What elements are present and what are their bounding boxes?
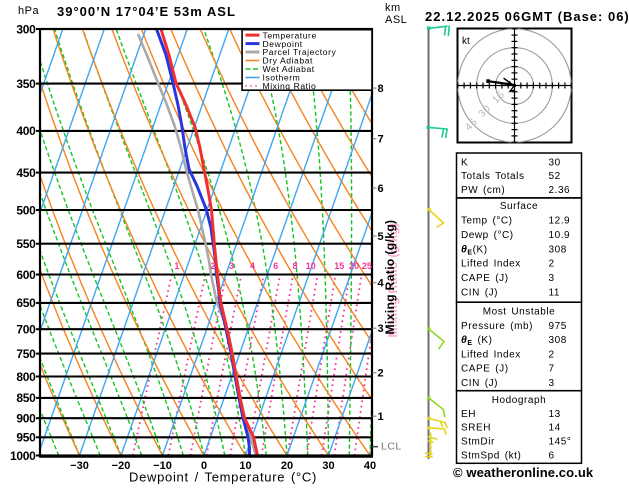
svg-text:Surface: Surface xyxy=(500,201,538,212)
svg-text:Lifted Index: Lifted Index xyxy=(461,349,521,360)
svg-text:CAPE (J): CAPE (J) xyxy=(461,364,509,375)
svg-text:11: 11 xyxy=(549,288,560,299)
svg-text:Temp (°C): Temp (°C) xyxy=(461,216,513,227)
svg-text:Temperature: Temperature xyxy=(263,30,317,40)
svg-text:θE (K): θE (K) xyxy=(461,334,492,347)
svg-text:0: 0 xyxy=(201,460,207,472)
svg-text:145°: 145° xyxy=(549,437,572,448)
svg-text:12.9: 12.9 xyxy=(549,216,571,227)
svg-text:2: 2 xyxy=(549,259,555,270)
svg-text:308: 308 xyxy=(549,335,567,346)
svg-text:ASL: ASL xyxy=(385,14,407,26)
svg-text:StmSpd (kt): StmSpd (kt) xyxy=(461,450,521,461)
svg-text:3: 3 xyxy=(549,378,555,389)
svg-text:350: 350 xyxy=(16,77,36,91)
svg-text:Dewp (°C): Dewp (°C) xyxy=(461,230,514,241)
svg-text:30: 30 xyxy=(549,158,561,169)
svg-text:600: 600 xyxy=(16,268,36,282)
svg-text:Dewpoint: Dewpoint xyxy=(263,39,303,49)
svg-text:Mixing Ratio (g/kg): Mixing Ratio (g/kg) xyxy=(383,220,397,335)
svg-text:4: 4 xyxy=(250,261,255,271)
svg-text:500: 500 xyxy=(16,203,36,217)
svg-text:7: 7 xyxy=(378,134,384,146)
svg-text:Dewpoint / Temperature (°C): Dewpoint / Temperature (°C) xyxy=(129,470,317,485)
svg-text:450: 450 xyxy=(16,166,36,180)
svg-text:Lifted Index: Lifted Index xyxy=(461,259,521,270)
svg-text:K: K xyxy=(461,158,468,169)
svg-text:975: 975 xyxy=(549,321,567,332)
svg-text:40: 40 xyxy=(364,460,376,472)
svg-text:Hodograph: Hodograph xyxy=(492,395,546,406)
svg-text:13: 13 xyxy=(549,409,561,420)
svg-text:4: 4 xyxy=(378,278,385,290)
svg-text:10: 10 xyxy=(239,460,251,472)
svg-text:22.12.2025 06GMT (Base: 06): 22.12.2025 06GMT (Base: 06) xyxy=(425,9,629,24)
svg-text:700: 700 xyxy=(16,323,36,337)
svg-text:SREH: SREH xyxy=(461,423,491,434)
svg-text:20: 20 xyxy=(281,460,293,472)
svg-text:Dry Adiabat: Dry Adiabat xyxy=(263,56,314,66)
svg-text:550: 550 xyxy=(16,237,36,251)
svg-text:Totals Totals: Totals Totals xyxy=(461,171,525,182)
svg-text:3: 3 xyxy=(378,323,384,335)
svg-text:850: 850 xyxy=(16,391,36,405)
svg-text:StmDir: StmDir xyxy=(461,437,495,448)
svg-text:5: 5 xyxy=(378,231,384,243)
svg-text:CAPE (J): CAPE (J) xyxy=(461,273,509,284)
svg-text:30: 30 xyxy=(322,460,334,472)
svg-text:EH: EH xyxy=(461,409,476,420)
svg-text:−10: −10 xyxy=(153,460,172,472)
svg-text:750: 750 xyxy=(16,347,36,361)
svg-text:308: 308 xyxy=(549,244,567,255)
svg-text:Mixing Ratio: Mixing Ratio xyxy=(263,81,317,91)
svg-text:6: 6 xyxy=(549,450,555,461)
svg-text:39°00’N 17°04’E 53m ASL: 39°00’N 17°04’E 53m ASL xyxy=(57,4,236,19)
svg-text:km: km xyxy=(385,2,401,14)
svg-text:3: 3 xyxy=(549,273,555,284)
svg-text:−20: −20 xyxy=(112,460,131,472)
svg-text:8: 8 xyxy=(292,261,297,271)
svg-text:6: 6 xyxy=(378,183,384,195)
svg-text:1: 1 xyxy=(174,261,179,271)
svg-text:2: 2 xyxy=(378,368,384,380)
svg-text:1: 1 xyxy=(378,411,384,423)
svg-text:400: 400 xyxy=(16,124,36,138)
svg-text:PW (cm): PW (cm) xyxy=(461,185,505,196)
svg-text:300: 300 xyxy=(16,22,36,36)
svg-text:20: 20 xyxy=(349,261,359,271)
svg-text:Wet Adiabat: Wet Adiabat xyxy=(263,64,315,74)
svg-text:Isotherm: Isotherm xyxy=(263,73,301,83)
svg-text:LCL: LCL xyxy=(381,441,402,453)
svg-text:900: 900 xyxy=(16,412,36,426)
svg-text:8: 8 xyxy=(378,83,384,95)
svg-text:25: 25 xyxy=(362,261,372,271)
svg-text:10.9: 10.9 xyxy=(549,230,571,241)
svg-text:52: 52 xyxy=(549,171,561,182)
svg-text:kt: kt xyxy=(462,36,470,47)
svg-text:Parcel Trajectory: Parcel Trajectory xyxy=(263,47,337,57)
svg-text:10: 10 xyxy=(306,261,316,271)
svg-text:15: 15 xyxy=(334,261,344,271)
svg-text:−30: −30 xyxy=(70,460,89,472)
svg-text:2: 2 xyxy=(210,261,215,271)
svg-text:800: 800 xyxy=(16,370,36,384)
svg-text:hPa: hPa xyxy=(18,5,39,17)
svg-text:θE(K): θE(K) xyxy=(461,243,488,256)
svg-text:650: 650 xyxy=(16,296,36,310)
svg-text:2: 2 xyxy=(549,349,555,360)
svg-text:1000: 1000 xyxy=(10,449,36,463)
svg-text:CIN (J): CIN (J) xyxy=(461,378,498,389)
svg-text:2.36: 2.36 xyxy=(549,185,571,196)
svg-text:Most Unstable: Most Unstable xyxy=(483,307,556,318)
svg-text:Pressure (mb): Pressure (mb) xyxy=(461,321,533,332)
svg-text:CIN (J): CIN (J) xyxy=(461,288,498,299)
svg-text:Mixing Ratio (g/kg): Mixing Ratio (g/kg) xyxy=(386,223,400,338)
svg-text:950: 950 xyxy=(16,431,36,445)
svg-text:6: 6 xyxy=(273,261,278,271)
svg-text:14: 14 xyxy=(549,423,561,434)
svg-text:© weatheronline.co.uk: © weatheronline.co.uk xyxy=(453,465,594,480)
svg-text:7: 7 xyxy=(549,364,555,375)
svg-text:3: 3 xyxy=(229,261,234,271)
